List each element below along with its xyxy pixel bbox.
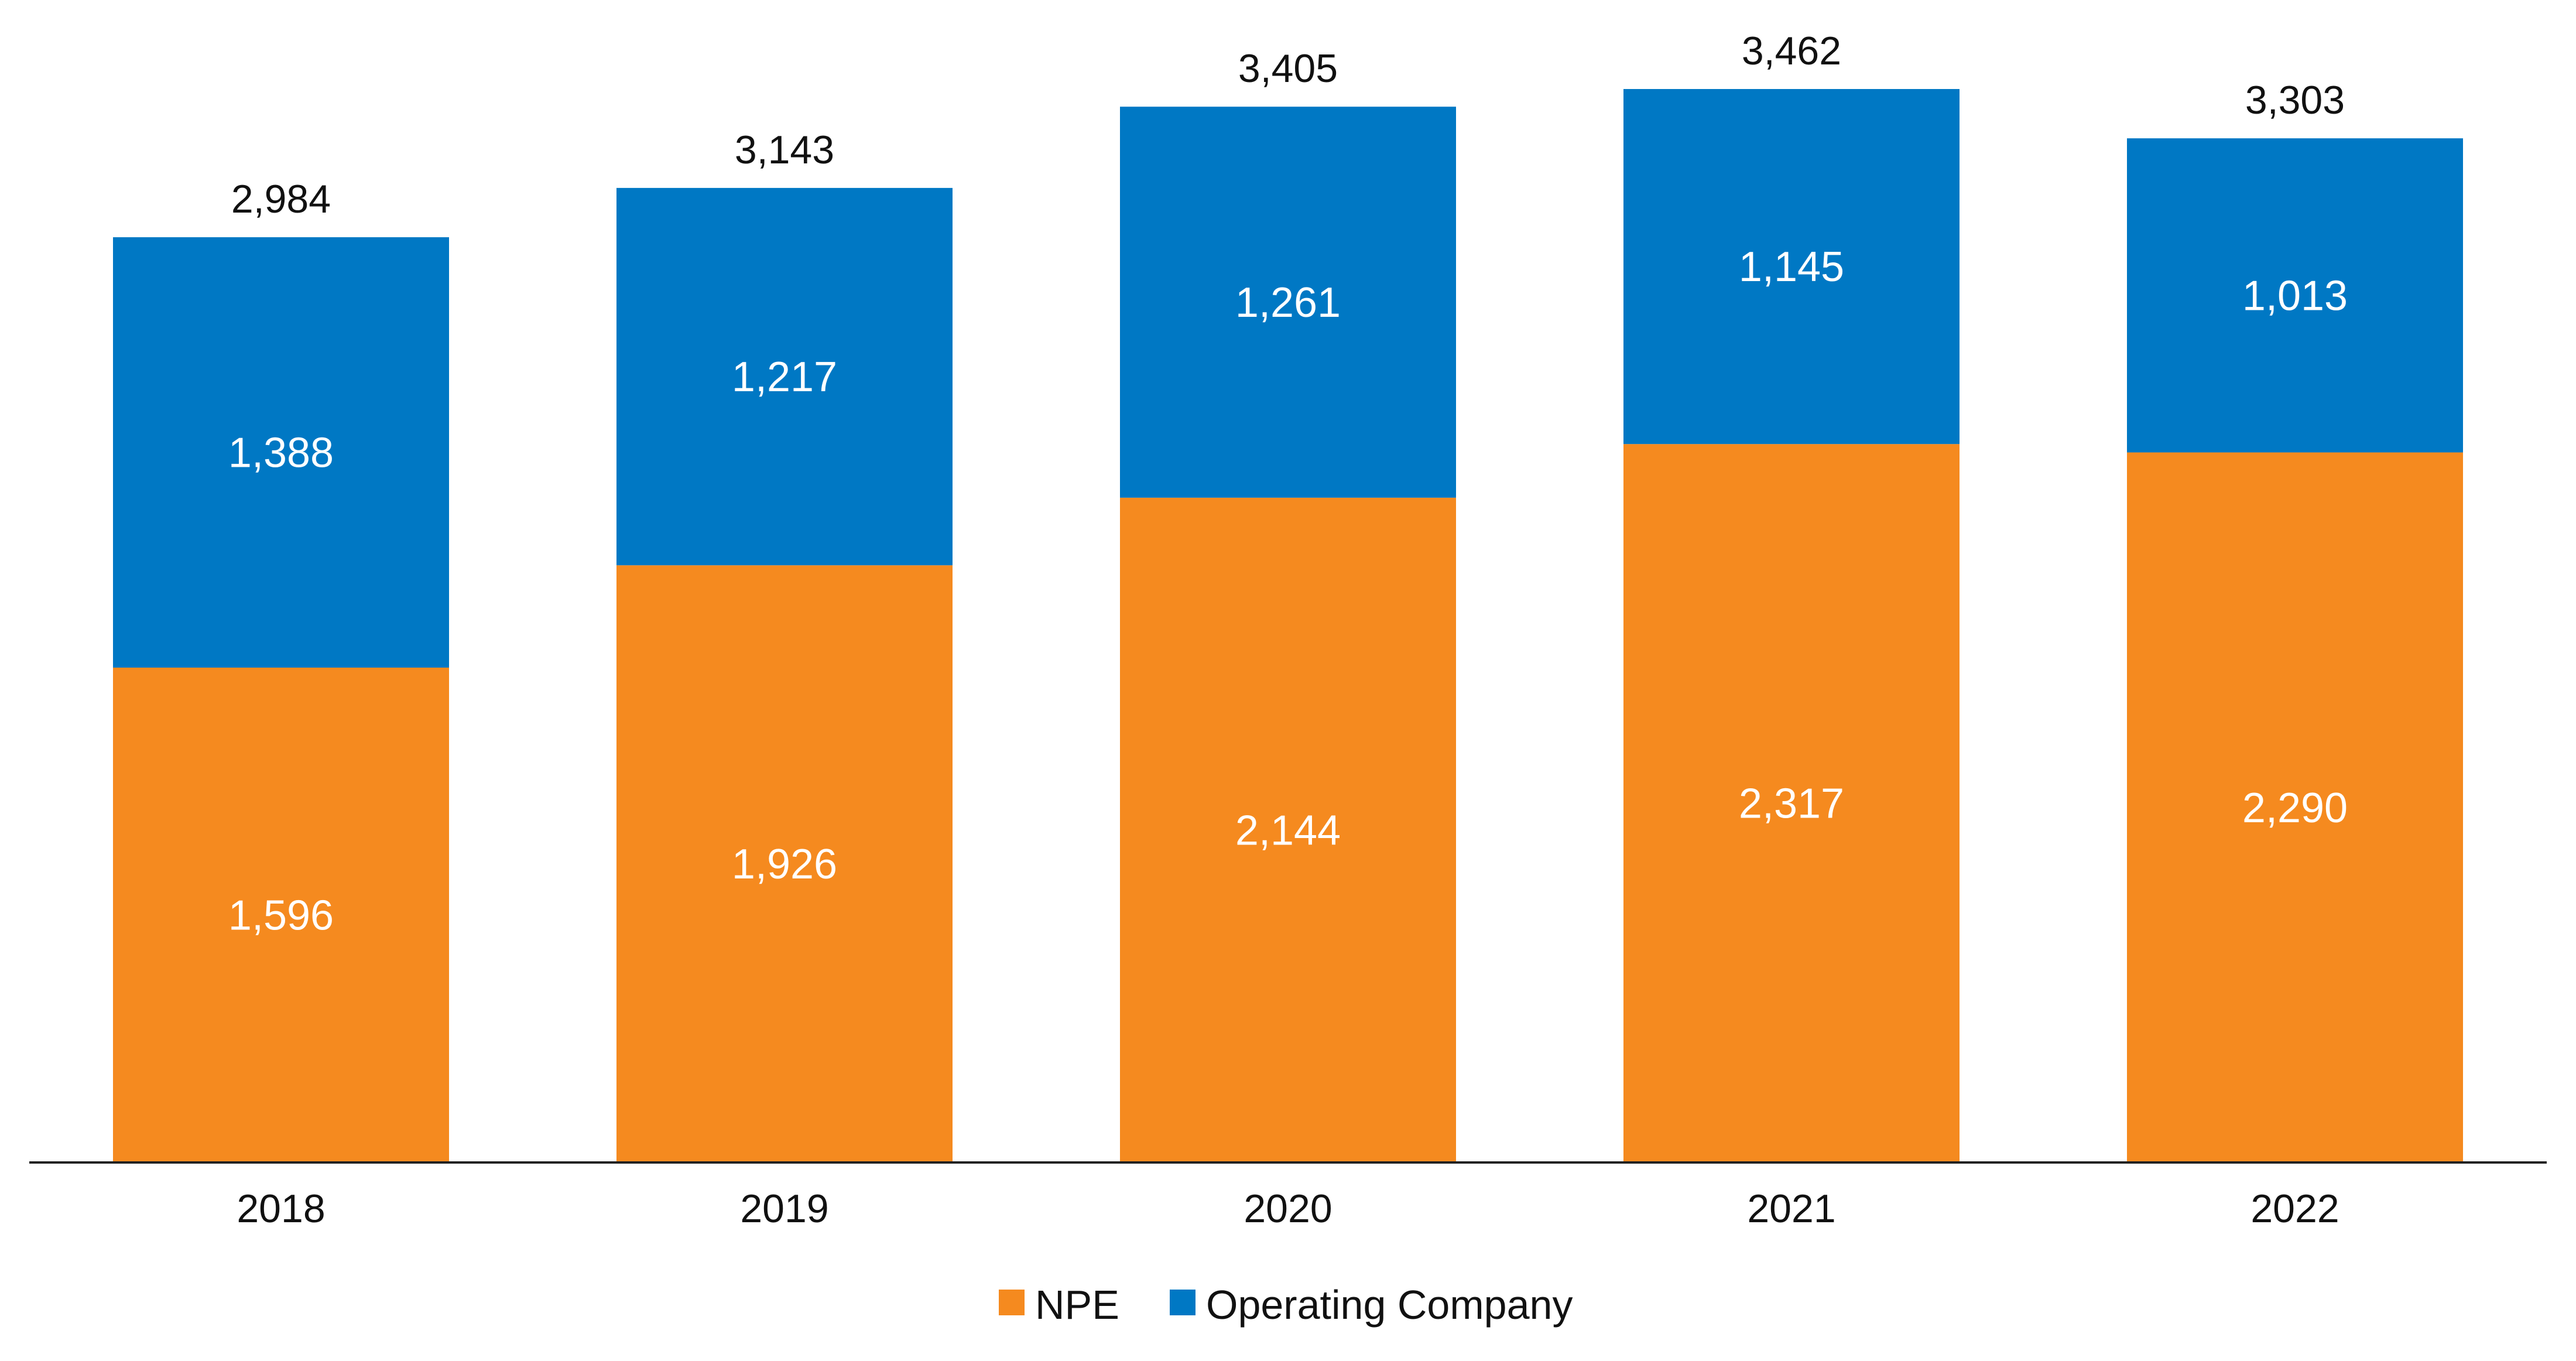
segment-label-operating-company-2022: 1,013 [2242, 272, 2348, 319]
segment-label-npe-2019: 1,926 [732, 841, 837, 888]
segment-label-npe-2018: 1,596 [228, 892, 334, 939]
x-tick-label-2019: 2019 [740, 1186, 828, 1231]
legend: NPE Operating Company [999, 1282, 1573, 1328]
stacked-bar-chart: 1,596 1,388 2,984 1,926 1,217 3,143 2,144 1,261… [0, 0, 2576, 1358]
total-label-2021: 3,462 [1742, 29, 1841, 73]
x-tick-label-2018: 2018 [237, 1186, 325, 1231]
total-label-2020: 3,405 [1238, 46, 1338, 91]
legend-label-npe: NPE [1035, 1282, 1119, 1328]
total-label-2022: 3,303 [2245, 78, 2345, 122]
bars-group: 1,596 1,388 2,984 1,926 1,217 3,143 2,144 1,261… [113, 29, 2463, 1162]
segment-label-operating-company-2021: 1,145 [1739, 244, 1844, 290]
x-tick-label-2022: 2022 [2250, 1186, 2339, 1231]
x-tick-label-2020: 2020 [1244, 1186, 1332, 1231]
legend-swatch-operating-company [1170, 1290, 1195, 1315]
legend-swatch-npe [999, 1290, 1025, 1315]
segment-label-operating-company-2020: 1,261 [1235, 279, 1341, 326]
x-tick-label-2021: 2021 [1747, 1186, 1835, 1231]
segment-label-npe-2021: 2,317 [1739, 781, 1844, 827]
segment-label-npe-2022: 2,290 [2242, 785, 2348, 832]
total-label-2019: 3,143 [735, 128, 834, 172]
segment-label-operating-company-2018: 1,388 [228, 430, 334, 477]
chart-canvas: 1,596 1,388 2,984 1,926 1,217 3,143 2,144 1,261… [0, 0, 2576, 1358]
segment-label-operating-company-2019: 1,217 [732, 354, 837, 401]
segment-label-npe-2020: 2,144 [1235, 807, 1341, 854]
legend-label-operating-company: Operating Company [1206, 1282, 1573, 1328]
total-label-2018: 2,984 [231, 177, 331, 221]
